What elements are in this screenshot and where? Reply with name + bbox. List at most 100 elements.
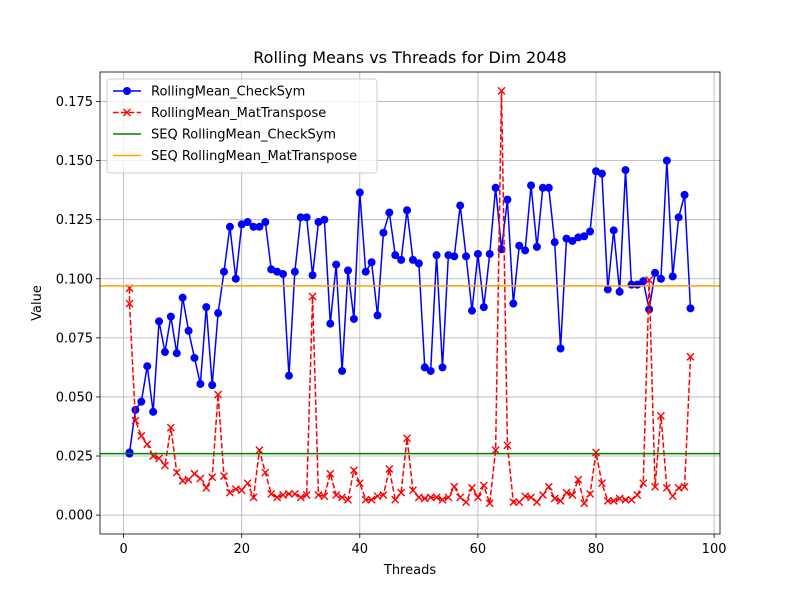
y-axis-label: Value xyxy=(30,285,45,321)
data-point xyxy=(674,483,683,492)
data-point xyxy=(155,454,164,463)
data-point xyxy=(202,303,211,312)
data-point xyxy=(361,495,370,504)
data-point xyxy=(597,169,606,178)
legend-item: SEQ RollingMean_MatTranspose xyxy=(113,149,357,164)
data-point xyxy=(609,226,618,235)
data-point xyxy=(568,236,577,245)
data-point xyxy=(143,362,152,371)
data-point xyxy=(267,489,276,498)
axes-frame xyxy=(99,71,721,535)
data-point xyxy=(615,287,624,296)
data-point xyxy=(479,481,488,490)
data-point xyxy=(662,483,671,492)
data-point xyxy=(296,213,305,222)
data-point xyxy=(149,407,158,416)
data-point xyxy=(178,476,187,485)
legend-label: RollingMean_MatTranspose xyxy=(151,106,326,121)
data-point xyxy=(155,317,164,326)
data-point xyxy=(202,483,211,492)
data-point xyxy=(261,218,270,227)
series-0 xyxy=(125,156,695,458)
data-point xyxy=(468,306,476,315)
data-point xyxy=(633,491,642,500)
data-point xyxy=(190,469,199,478)
data-point xyxy=(550,238,559,247)
data-point xyxy=(308,292,317,301)
data-point xyxy=(231,485,240,494)
data-point xyxy=(385,208,394,217)
legend: RollingMean_CheckSym RollingMean_MatTrans… xyxy=(106,78,378,174)
data-point xyxy=(320,215,329,224)
x-tick-label: 20 xyxy=(233,542,250,557)
y-tick-label: 0.050 xyxy=(56,390,93,405)
data-point xyxy=(432,251,441,260)
data-point xyxy=(184,326,193,335)
data-point xyxy=(220,267,228,276)
legend-item: RollingMean_MatTranspose xyxy=(113,106,326,121)
data-point xyxy=(621,495,630,504)
x-tick-label: 80 xyxy=(588,542,605,557)
data-point xyxy=(344,495,352,504)
data-point xyxy=(485,499,494,508)
data-point xyxy=(491,183,500,192)
data-point xyxy=(680,482,689,491)
data-point xyxy=(231,274,240,283)
data-point xyxy=(674,213,683,222)
data-point xyxy=(249,493,258,502)
data-point xyxy=(125,448,134,457)
data-point xyxy=(515,241,524,250)
data-point xyxy=(143,440,152,449)
data-point xyxy=(503,195,512,204)
data-point xyxy=(662,156,671,165)
data-point xyxy=(456,493,465,502)
data-point xyxy=(196,379,205,388)
data-point xyxy=(125,299,134,308)
data-point xyxy=(645,305,654,314)
y-tick-label: 0.100 xyxy=(56,272,93,287)
data-point xyxy=(586,227,595,236)
data-point xyxy=(651,268,660,277)
data-point xyxy=(326,319,335,328)
data-point xyxy=(580,499,589,508)
data-point xyxy=(326,469,335,478)
data-point xyxy=(373,492,382,501)
data-point xyxy=(166,312,175,321)
data-point xyxy=(538,491,547,500)
data-point xyxy=(273,493,282,502)
data-point xyxy=(220,472,228,481)
data-point xyxy=(414,493,423,502)
legend-marker xyxy=(123,108,131,117)
data-point xyxy=(255,446,264,455)
data-point xyxy=(509,299,518,308)
data-point xyxy=(603,496,612,505)
data-point xyxy=(462,252,471,261)
data-point xyxy=(468,483,476,492)
data-point xyxy=(332,491,341,500)
data-point xyxy=(225,222,234,231)
y-tick-label: 0.075 xyxy=(56,331,93,346)
data-point xyxy=(355,188,364,197)
data-point xyxy=(473,249,482,258)
data-point xyxy=(172,468,181,477)
data-point xyxy=(645,275,654,284)
data-point xyxy=(355,479,364,488)
x-axis-label: Threads xyxy=(383,563,436,578)
data-point xyxy=(408,486,417,495)
legend-item: RollingMean_CheckSym xyxy=(113,85,305,100)
data-point xyxy=(178,293,187,302)
data-point xyxy=(426,493,435,502)
data-point xyxy=(444,493,453,502)
data-point xyxy=(521,246,530,255)
data-point xyxy=(491,446,500,455)
data-point xyxy=(255,222,264,231)
data-point xyxy=(308,271,317,280)
data-point xyxy=(580,232,589,241)
data-point xyxy=(556,496,565,505)
data-point xyxy=(379,228,388,237)
chart-title: Rolling Means vs Threads for Dim 2048 xyxy=(253,48,566,67)
data-point xyxy=(680,190,689,199)
data-point xyxy=(432,493,441,502)
y-tick-label: 0.150 xyxy=(56,154,93,169)
data-point xyxy=(302,491,311,500)
